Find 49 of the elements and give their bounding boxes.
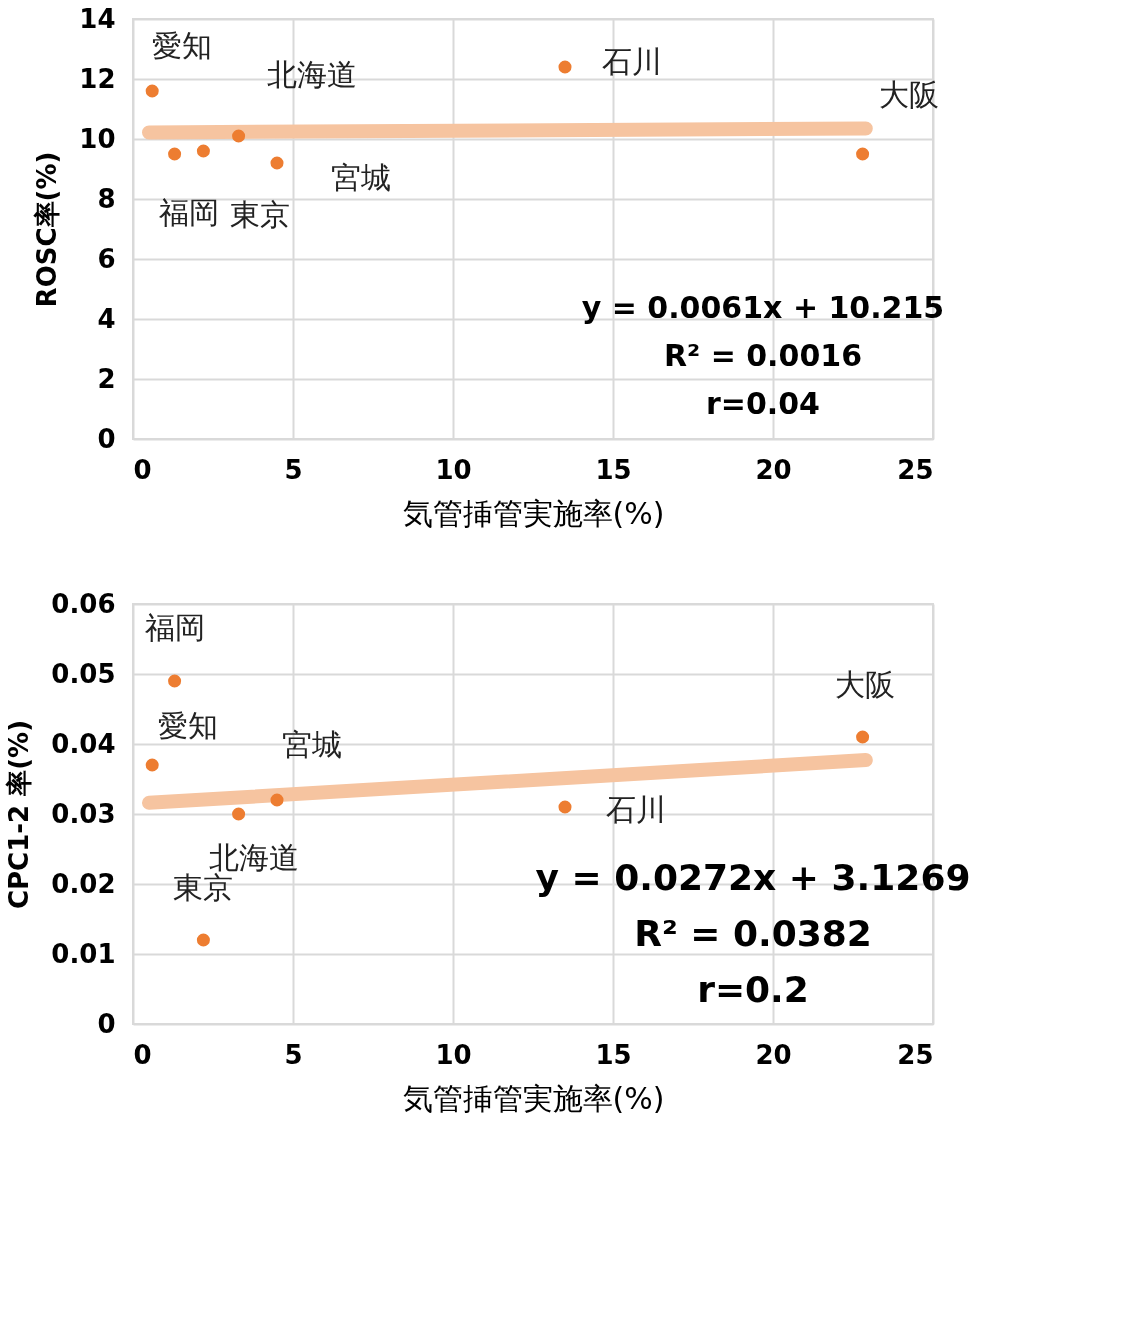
y-tick-label: 0.01	[51, 938, 116, 969]
annotation: y = 0.0272x + 3.1269	[535, 857, 971, 898]
annotation: 大阪	[878, 77, 939, 112]
x-tick-label: 20	[755, 454, 792, 485]
y-tick-label: 0.03	[51, 798, 116, 829]
y-tick-label: 0	[97, 423, 116, 454]
annotation: 福岡	[144, 610, 205, 645]
y-tick-label: 4	[97, 303, 116, 334]
y-tick-label: 0.05	[51, 658, 116, 689]
x-tick-label: 20	[755, 1039, 792, 1070]
y-tick-label: 10	[79, 123, 116, 154]
x-tick-label: 0	[133, 1039, 152, 1070]
annotation: 北海道	[266, 57, 357, 92]
x-axis-title: 気管挿管実施率(%)	[402, 495, 665, 531]
x-tick-label: 15	[595, 1039, 632, 1070]
x-tick-label: 25	[897, 454, 934, 485]
annotation: 愛知	[152, 28, 213, 63]
annotation: 愛知	[158, 708, 219, 743]
y-tick-label: 0	[97, 1008, 116, 1039]
x-tick-label: 5	[284, 454, 303, 485]
x-tick-label: 0	[133, 454, 152, 485]
annotation: 石川	[602, 44, 662, 79]
annotation: 大阪	[834, 667, 895, 702]
y-tick-label: 0.02	[51, 868, 116, 899]
y-tick-label: 6	[97, 243, 116, 274]
x-tick-label: 15	[595, 454, 632, 485]
annotation: 宮城	[282, 727, 342, 762]
x-tick-label: 5	[284, 1039, 303, 1070]
y-tick-label: 14	[79, 3, 116, 34]
y-tick-label: 8	[97, 183, 116, 214]
annotation: 福岡	[158, 195, 219, 230]
annotation: 石川	[606, 792, 666, 827]
y-tick-label: 0.04	[51, 728, 116, 759]
annotation: r=0.04	[706, 386, 820, 421]
y-tick-label: 12	[79, 63, 116, 94]
y-tick-label: 2	[97, 363, 116, 394]
y-axis-title: CPC1-2 率(%)	[4, 719, 35, 910]
y-tick-label: 0.06	[51, 588, 116, 619]
annotation: R² = 0.0016	[663, 338, 863, 373]
x-tick-label: 10	[435, 454, 472, 485]
x-tick-label: 10	[435, 1039, 472, 1070]
annotation: 東京	[230, 197, 291, 232]
annotation: r=0.2	[697, 969, 809, 1010]
x-tick-label: 25	[897, 1039, 934, 1070]
annotation: R² = 0.0382	[634, 913, 872, 954]
y-axis-title: ROSC率(%)	[32, 151, 63, 308]
annotation: y = 0.0061x + 10.215	[581, 290, 945, 325]
x-axis-title: 気管挿管実施率(%)	[402, 1080, 665, 1116]
annotation: 宮城	[331, 160, 391, 195]
